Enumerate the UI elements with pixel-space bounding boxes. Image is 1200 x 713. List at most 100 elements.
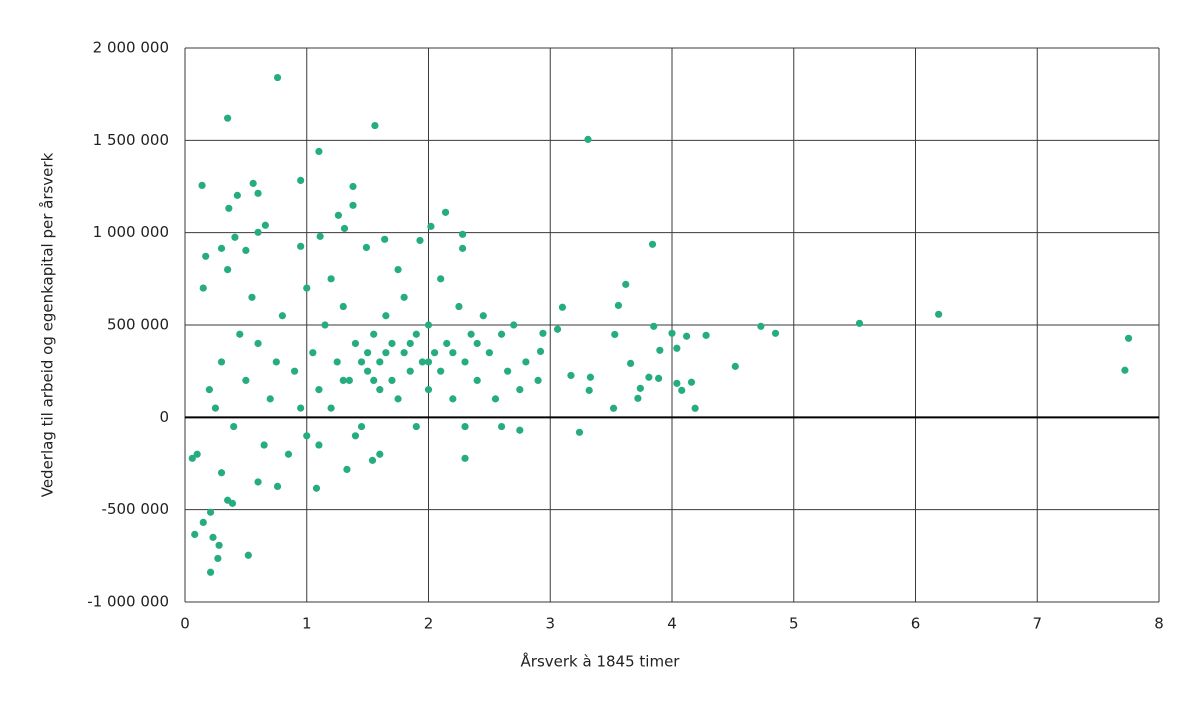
point bbox=[381, 235, 389, 243]
x-tick-label: 5 bbox=[789, 615, 799, 633]
point bbox=[611, 330, 619, 339]
point bbox=[351, 432, 360, 440]
point bbox=[202, 252, 210, 260]
point bbox=[424, 321, 433, 329]
point bbox=[539, 329, 547, 337]
point bbox=[327, 404, 335, 412]
point bbox=[254, 189, 262, 197]
point bbox=[230, 422, 238, 431]
point bbox=[228, 499, 237, 507]
point bbox=[303, 284, 311, 292]
point bbox=[636, 384, 644, 392]
point bbox=[855, 319, 864, 327]
point bbox=[351, 339, 360, 348]
point bbox=[430, 349, 439, 357]
point bbox=[491, 395, 500, 403]
point bbox=[412, 330, 420, 338]
point bbox=[614, 301, 623, 310]
point bbox=[297, 176, 305, 185]
point bbox=[357, 358, 366, 366]
point bbox=[340, 224, 349, 233]
point bbox=[211, 404, 220, 412]
point bbox=[400, 293, 408, 301]
point bbox=[479, 312, 487, 320]
y-tick-label: 500 000 bbox=[107, 316, 169, 334]
point bbox=[297, 404, 305, 412]
point bbox=[935, 310, 943, 318]
point bbox=[321, 321, 329, 329]
point bbox=[315, 386, 323, 394]
point bbox=[673, 379, 681, 387]
x-tick-label: 1 bbox=[302, 615, 312, 633]
point bbox=[458, 230, 467, 238]
point bbox=[771, 329, 780, 337]
point bbox=[673, 344, 681, 352]
point bbox=[388, 339, 396, 348]
x-tick-label: 6 bbox=[911, 615, 921, 633]
point bbox=[362, 243, 371, 252]
point bbox=[273, 73, 282, 82]
point bbox=[188, 454, 196, 462]
point bbox=[678, 386, 686, 394]
point bbox=[683, 332, 691, 340]
point bbox=[193, 450, 201, 458]
point bbox=[312, 484, 321, 492]
point bbox=[609, 404, 618, 412]
point bbox=[254, 228, 262, 236]
point bbox=[575, 428, 584, 436]
point bbox=[461, 422, 469, 431]
point bbox=[400, 349, 408, 357]
point bbox=[254, 478, 262, 486]
point bbox=[558, 303, 567, 311]
point bbox=[382, 349, 390, 357]
point bbox=[316, 232, 324, 240]
point bbox=[198, 181, 206, 189]
point bbox=[394, 266, 402, 274]
point bbox=[260, 441, 268, 449]
point bbox=[290, 367, 299, 375]
point bbox=[634, 394, 642, 402]
point bbox=[406, 367, 414, 375]
point bbox=[627, 359, 635, 368]
x-tick-label: 2 bbox=[424, 615, 434, 633]
point bbox=[449, 349, 457, 357]
point bbox=[534, 376, 542, 384]
point bbox=[364, 367, 372, 375]
point bbox=[394, 395, 402, 403]
point bbox=[655, 374, 663, 382]
point bbox=[702, 331, 710, 339]
point bbox=[585, 386, 593, 394]
y-tick-label: 1 500 000 bbox=[93, 131, 169, 149]
point bbox=[449, 395, 457, 403]
point bbox=[199, 284, 207, 292]
point bbox=[233, 191, 241, 199]
point bbox=[376, 358, 384, 366]
point bbox=[261, 221, 269, 229]
point bbox=[458, 244, 467, 252]
y-tick-label: -1 000 000 bbox=[87, 593, 169, 611]
point bbox=[371, 121, 379, 130]
point bbox=[1121, 366, 1129, 374]
point bbox=[650, 322, 658, 330]
point bbox=[224, 266, 232, 274]
point bbox=[455, 302, 463, 311]
point bbox=[215, 541, 223, 549]
point bbox=[364, 349, 372, 357]
point bbox=[622, 280, 630, 288]
point bbox=[536, 347, 545, 356]
point bbox=[327, 275, 335, 283]
point bbox=[473, 376, 481, 384]
point bbox=[357, 422, 366, 431]
point bbox=[406, 339, 414, 348]
point bbox=[254, 339, 262, 348]
x-axis-label: Årsverk à 1845 timer bbox=[521, 652, 681, 671]
point bbox=[668, 329, 676, 337]
point bbox=[209, 533, 217, 541]
point bbox=[461, 454, 469, 462]
point bbox=[339, 376, 347, 384]
point bbox=[199, 518, 207, 527]
point bbox=[437, 367, 445, 375]
point bbox=[297, 242, 305, 250]
point bbox=[217, 244, 226, 252]
